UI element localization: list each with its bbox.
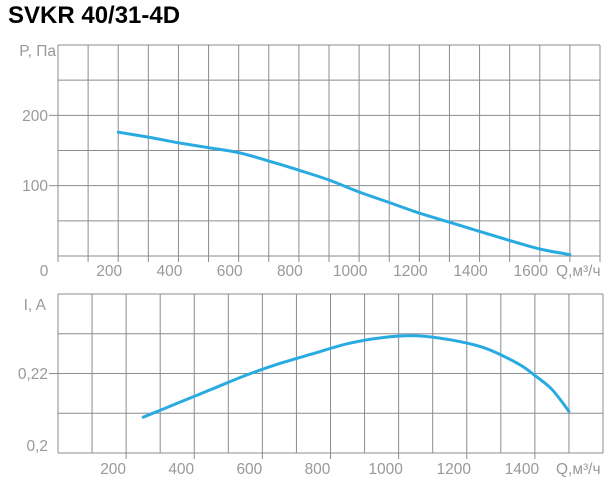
x-tick-label: 1400 [453, 263, 488, 280]
x-tick-label: 200 [96, 263, 122, 280]
x-tick-label: 800 [277, 263, 303, 280]
y-axis-label: I, A [24, 297, 47, 314]
pressure-curve [116, 130, 572, 257]
current-curve [141, 334, 571, 419]
x-axis-unit-label: Q,м³/ч [556, 461, 601, 478]
x-tick-label: 1200 [393, 263, 428, 280]
x-tick-label: 1200 [437, 461, 472, 478]
y-tick-label: 100 [22, 178, 48, 195]
y-tick-label: 0,22 [18, 366, 48, 383]
x-tick-label: 1000 [368, 461, 403, 478]
x-tick-label: 600 [236, 461, 262, 478]
y-tick-label: 200 [22, 108, 48, 125]
x-tick-label: 1600 [514, 263, 549, 280]
x-tick-label: 800 [305, 461, 331, 478]
x-tick-label: 1000 [333, 263, 368, 280]
x-axis-unit-label: Q,м³/ч [556, 263, 601, 280]
pressure-vs-flow-group: 0 200 400 600 800 1000 1200 1400 1600 Q,м³/ч 200 10… [19, 43, 600, 280]
current-vs-flow-group: 200 400 600 800 1000 1200 1400 Q,м³/ч 0,22 0,2 I, … [18, 293, 604, 478]
x-tick-label: 600 [217, 263, 243, 280]
page-title: SVKR 40/31-4D [8, 2, 181, 29]
x-tick-label: 0 [40, 263, 49, 280]
x-tick-label: 400 [168, 461, 194, 478]
y-tick-label: 0,2 [26, 438, 48, 455]
x-tick-label: 200 [100, 461, 126, 478]
y-axis-label: P, Па [19, 43, 56, 60]
x-tick-label: 1400 [505, 461, 540, 478]
x-tick-label: 400 [157, 263, 183, 280]
